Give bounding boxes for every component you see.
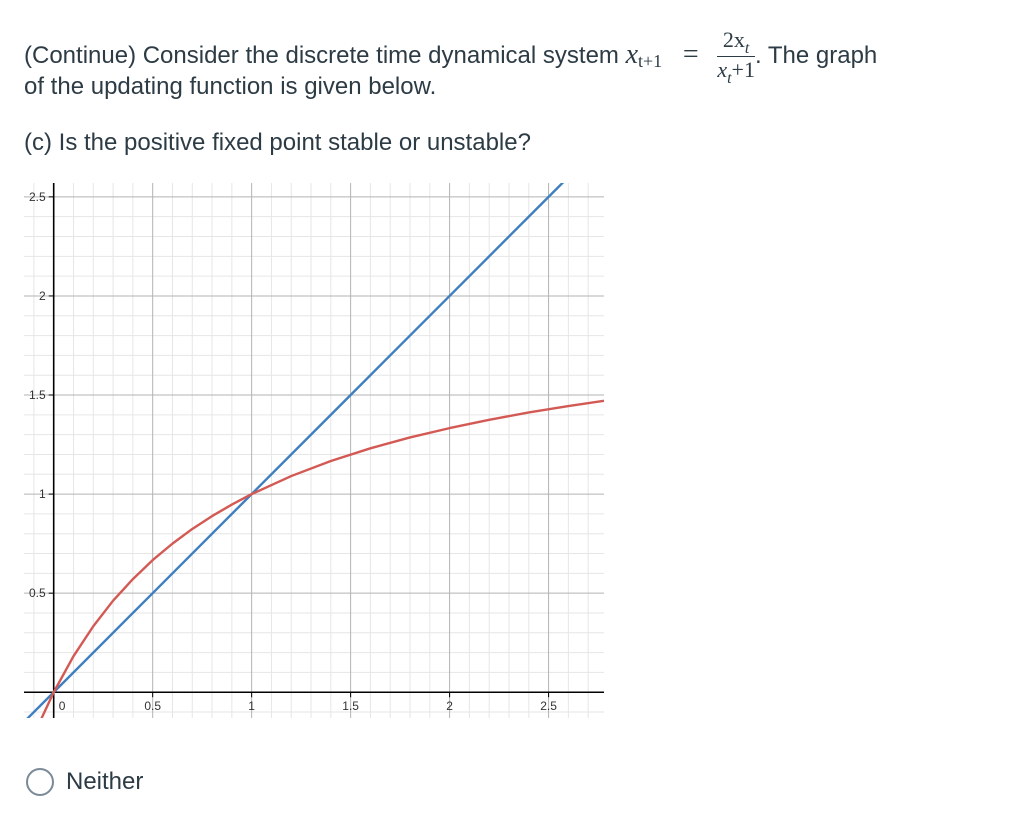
denominator-rest: +1 [731, 57, 755, 82]
denominator-variable: x [717, 57, 728, 82]
major-grid [24, 183, 604, 718]
question-line-1: (Continue) Consider the discrete time dy… [24, 28, 878, 88]
axes [24, 183, 604, 718]
updating_function-line [40, 399, 604, 718]
identity-line [26, 183, 565, 718]
lhs-variable: x [625, 38, 639, 70]
denominator-subscript: t [727, 70, 732, 87]
option-label: Neither [66, 768, 144, 795]
x-tick-label: 0 [59, 699, 66, 713]
numerator-subscript: t [744, 40, 750, 57]
y-tick-label: 1 [39, 487, 46, 501]
fraction-denominator: xt+1 [717, 57, 755, 88]
question-line-2: of the updating function is given below. [24, 73, 437, 100]
x-tick-label: 2 [446, 699, 453, 713]
tick-labels: 0 0.5 1 1.5 2 2.5 0.5 1 1.5 2 2.5 [29, 190, 557, 713]
y-tick-label: 2 [39, 289, 46, 303]
question-intro: (Continue) Consider the discrete time dy… [24, 41, 619, 69]
y-tick-label: 0.5 [29, 586, 46, 600]
x-tick-label: 1 [248, 699, 255, 713]
y-tick-label: 2.5 [29, 190, 46, 204]
fraction-numerator: 2xt [717, 28, 755, 57]
x-tick-label: 0.5 [144, 699, 161, 713]
option-neither[interactable]: Neither [26, 768, 143, 796]
series-group [26, 183, 604, 718]
numerator-text: 2x [722, 27, 745, 52]
y-tick-label: 1.5 [29, 388, 46, 402]
equals-sign: = [682, 38, 699, 70]
radio-button[interactable] [26, 768, 54, 796]
question-line-1-suffix: . The graph [754, 41, 878, 69]
minor-grid [24, 183, 604, 718]
x-tick-label: 2.5 [540, 699, 557, 713]
fraction: 2xt xt+1 [717, 28, 755, 88]
question-part-c: (c) Is the positive fixed point stable o… [24, 129, 531, 156]
x-tick-label: 1.5 [342, 699, 359, 713]
lhs-subscript: t+1 [638, 50, 663, 71]
